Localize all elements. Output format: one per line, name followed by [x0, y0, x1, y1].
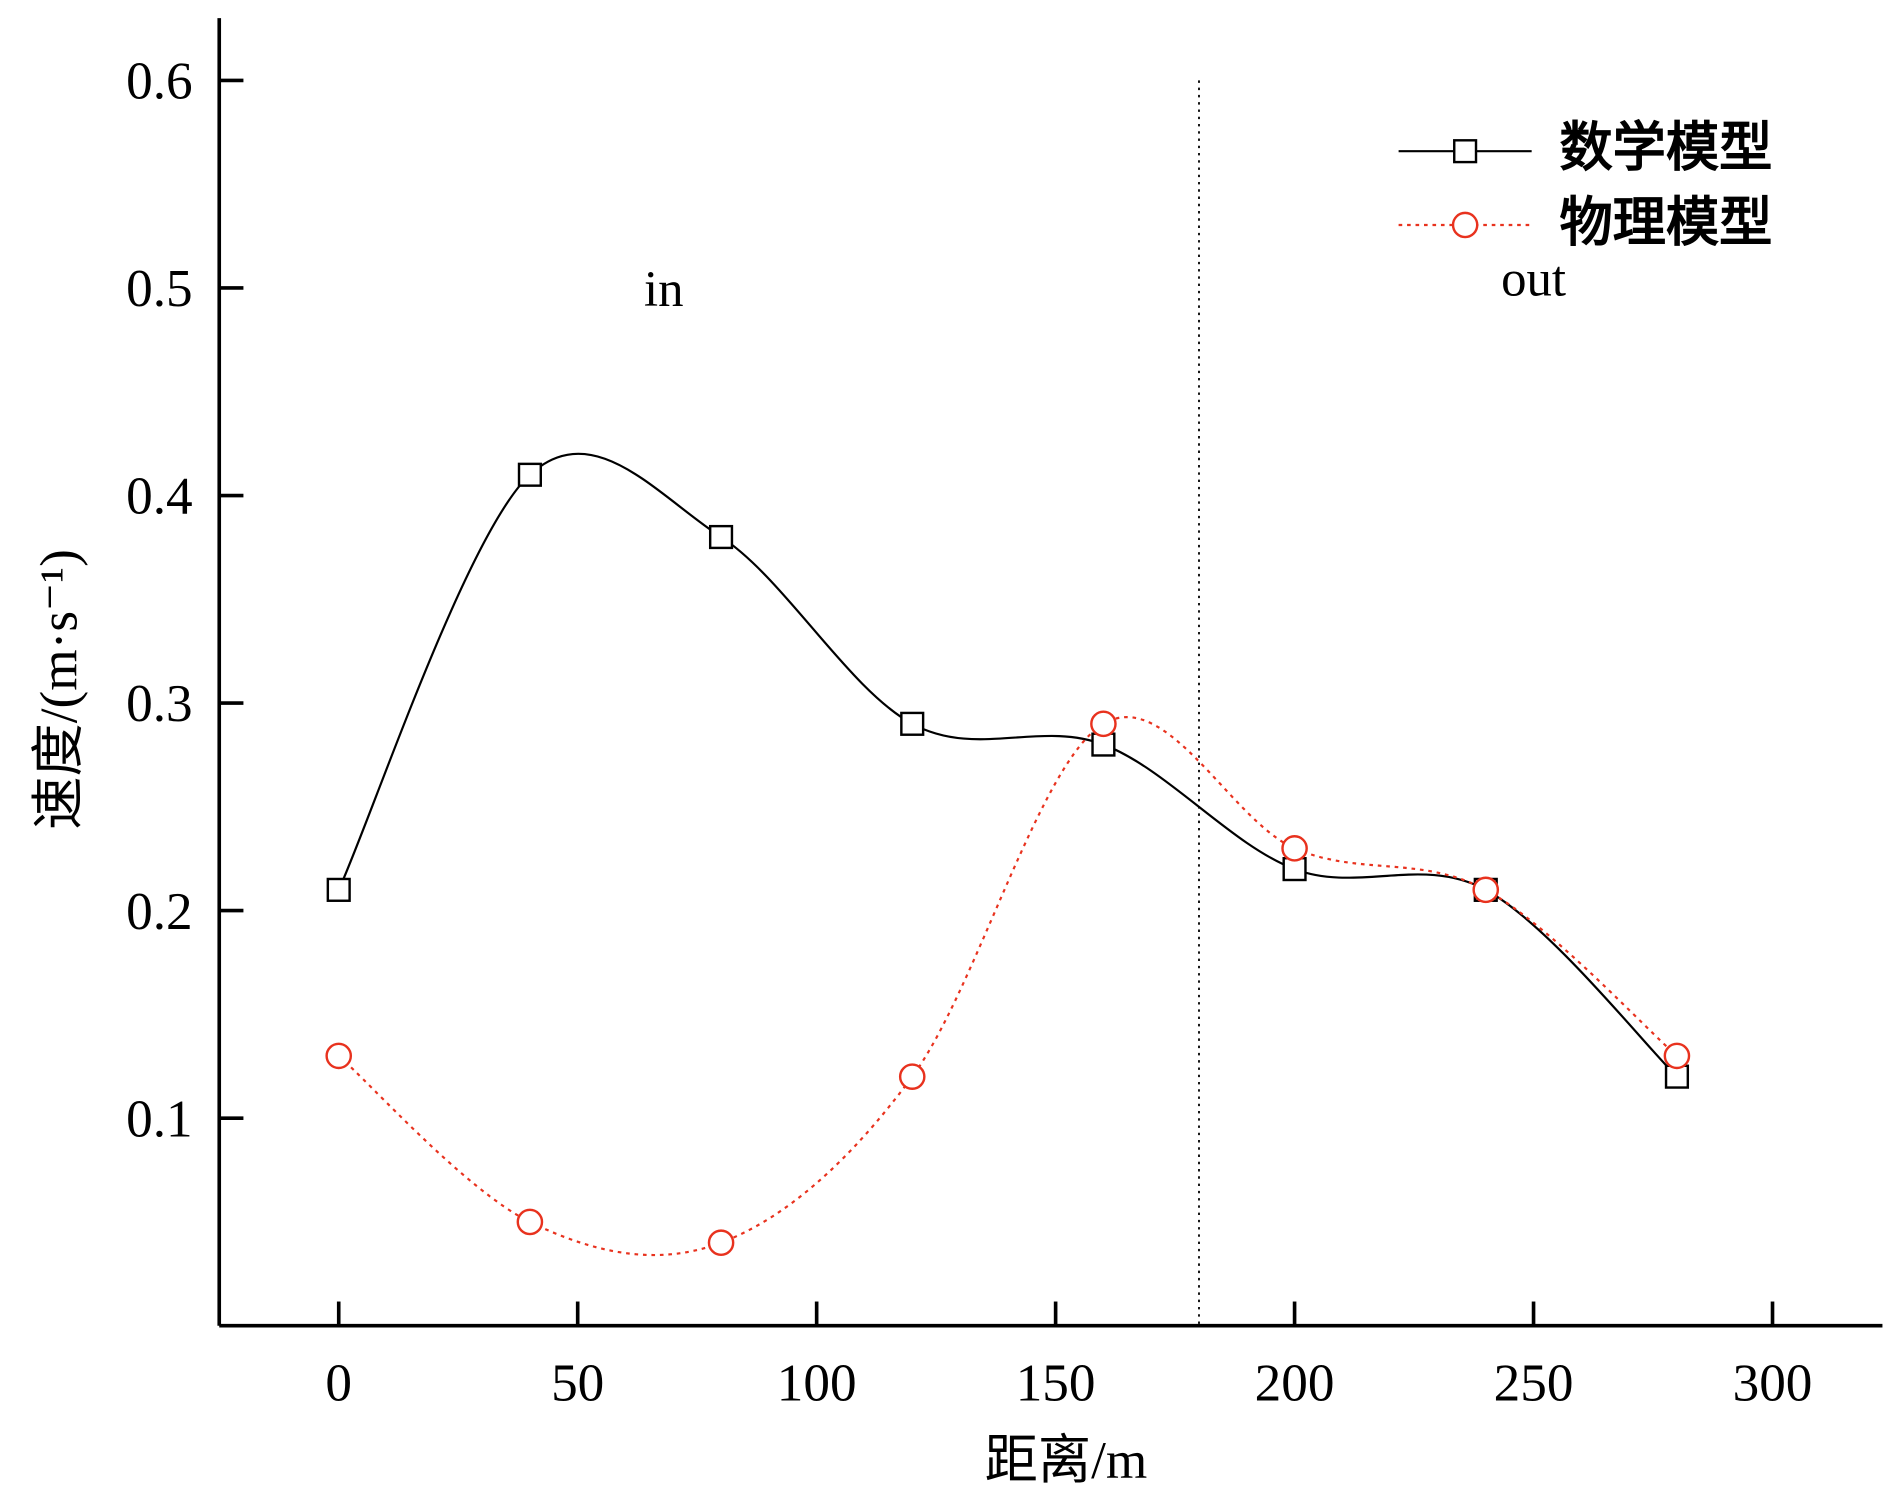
data-point	[1472, 876, 1500, 904]
legend-marker	[1453, 139, 1478, 164]
x-tick-label: 50	[551, 1354, 604, 1413]
data-point	[516, 1208, 544, 1236]
x-tick-label: 150	[1016, 1354, 1096, 1413]
data-point	[517, 462, 542, 487]
x-tick-label: 250	[1494, 1354, 1574, 1413]
x-tick-label: 0	[325, 1354, 352, 1413]
series-physical-model	[325, 211, 1691, 1257]
y-tick-label: 0.5	[126, 259, 193, 318]
data-point	[326, 877, 351, 902]
series-line	[338, 716, 1678, 1257]
y-tick-label: 0.6	[126, 52, 193, 111]
legend-marker	[1451, 211, 1479, 239]
x-tick-label: 300	[1733, 1354, 1813, 1413]
data-point	[898, 1063, 926, 1090]
legend: 数学模型 物理模型	[1559, 117, 1772, 254]
data-point	[1090, 710, 1117, 738]
y-tick-label: 0.2	[126, 882, 193, 941]
legend-label-physical-model: 物理模型	[1559, 192, 1772, 254]
series-math-model	[326, 139, 1690, 1089]
x-axis-label: 距离/m	[985, 1431, 1148, 1490]
y-tick-label: 0.3	[126, 674, 193, 733]
annotation-in: in	[644, 261, 684, 317]
data-point	[708, 524, 734, 550]
y-tick-label: 0.4	[126, 467, 193, 526]
y-tick-label: 0.1	[126, 1089, 193, 1148]
data-point	[900, 711, 925, 736]
x-tick-label: 200	[1255, 1354, 1335, 1413]
series	[325, 139, 1691, 1257]
data-point	[707, 1229, 735, 1257]
data-point	[325, 1042, 353, 1070]
axes	[217, 18, 1883, 1328]
annotation-out: out	[1501, 251, 1566, 307]
legend-label-math-model: 数学模型	[1559, 117, 1772, 179]
x-tick-label: 100	[777, 1354, 857, 1413]
data-point	[1663, 1042, 1691, 1070]
ticks: 0 50 100 150 200 250 300 0.1 0.2 0.3 0.4 0.5 0.6	[126, 52, 1812, 1413]
data-point	[1281, 835, 1308, 862]
series-line	[337, 452, 1678, 1078]
y-axis-label: 速度/(m·s⁻¹)	[30, 549, 89, 830]
